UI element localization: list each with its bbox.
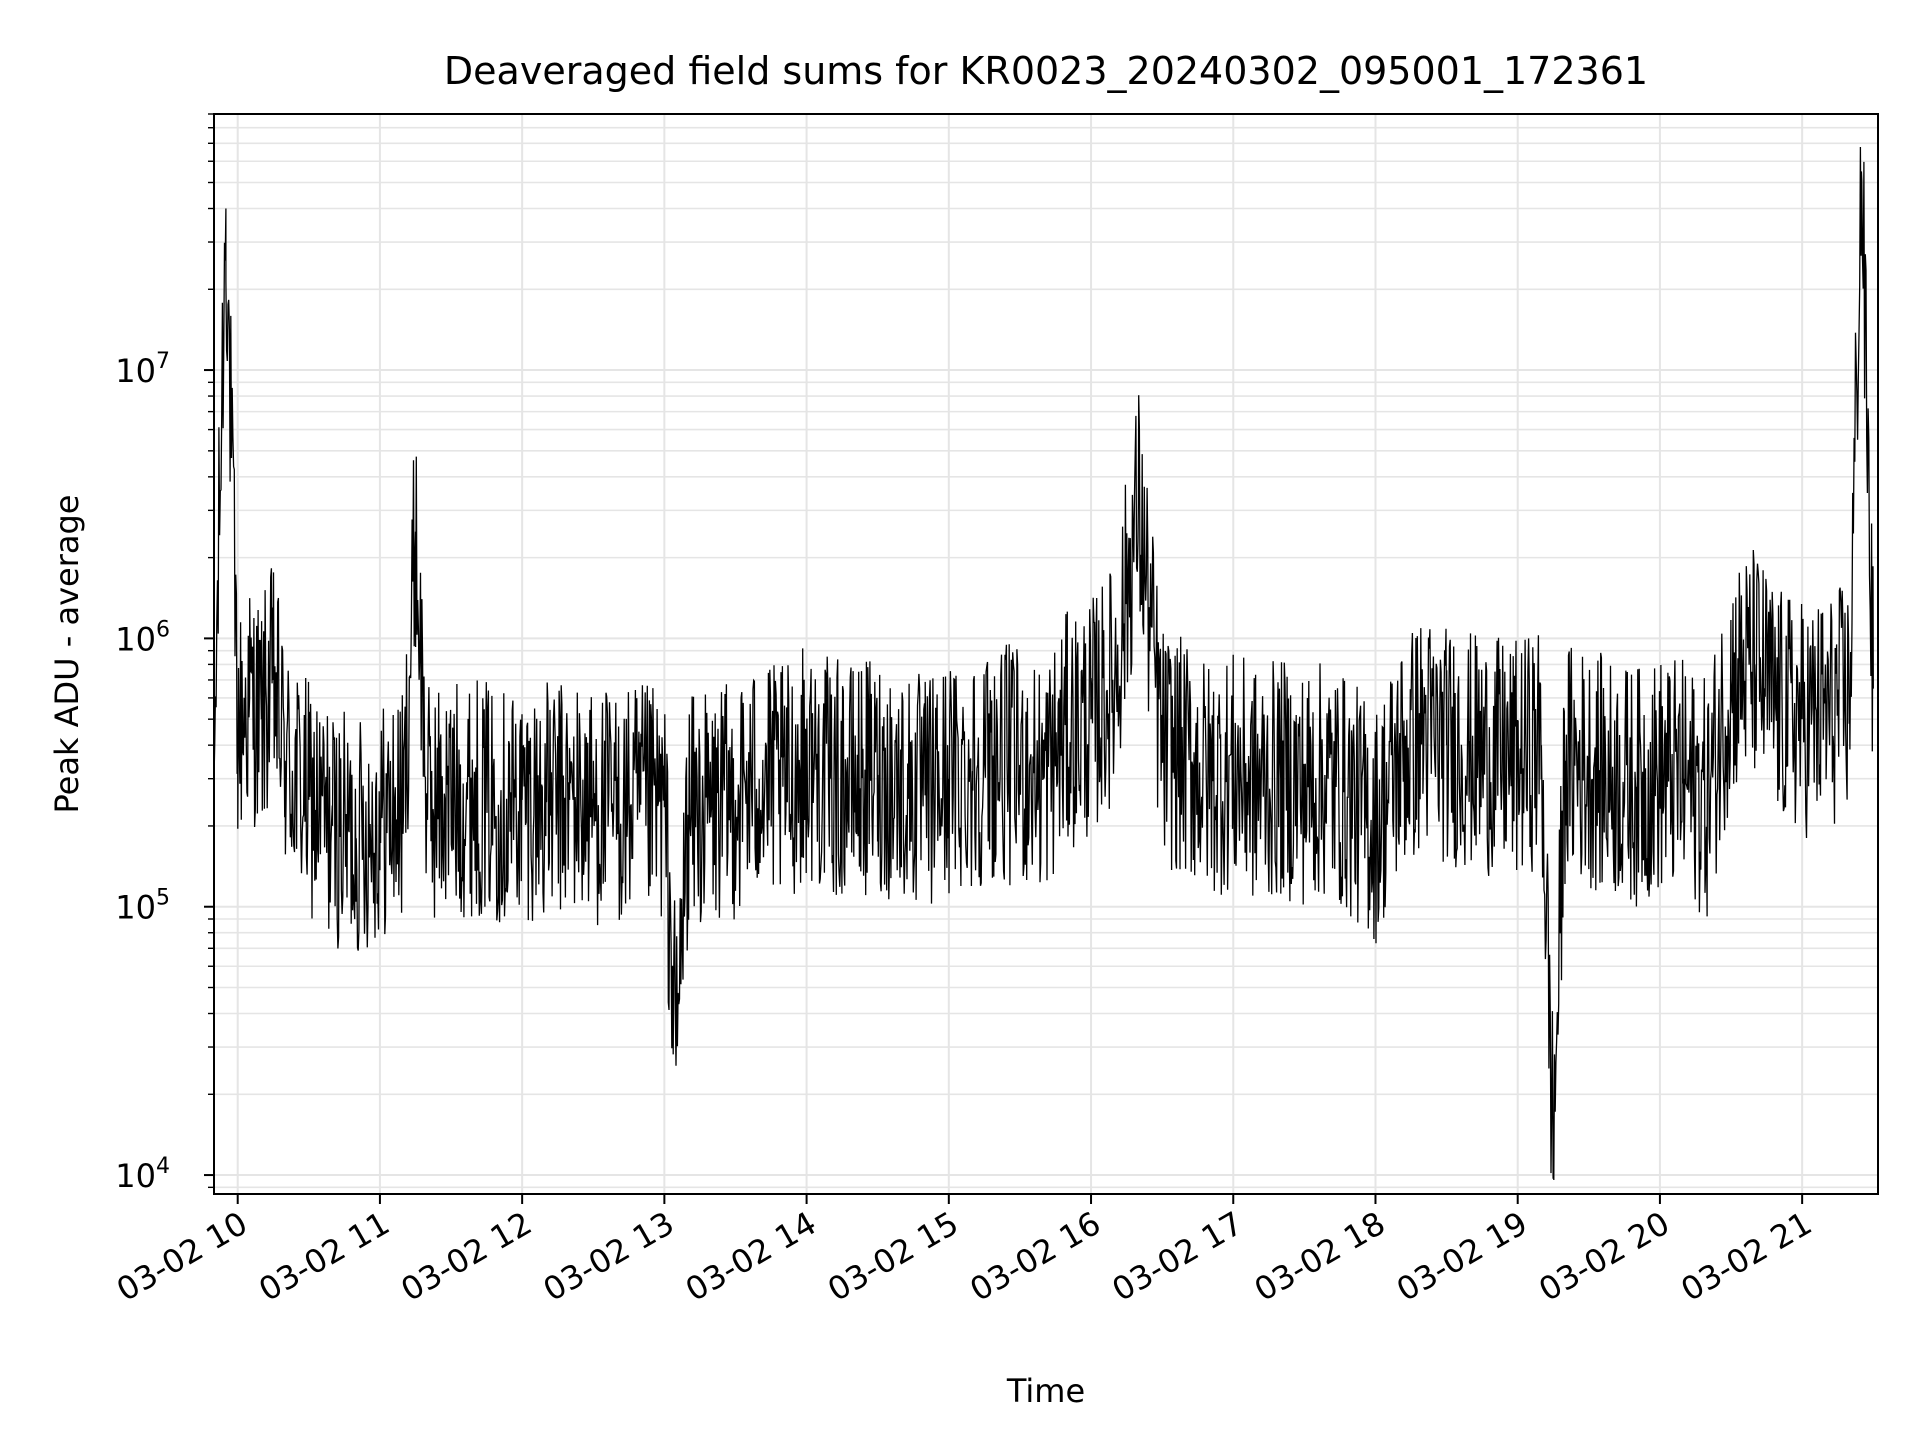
y-tick-label: 107 [115, 349, 170, 390]
y-tick-label: 104 [115, 1154, 170, 1195]
x-axis-label: Time [1006, 1372, 1085, 1410]
y-tick-label: 105 [115, 886, 170, 927]
y-tick-label: 106 [115, 617, 170, 658]
series-layer [213, 146, 1874, 1181]
series-line [213, 146, 1874, 1181]
y-axis-label: Peak ADU - average [48, 495, 86, 814]
plot-frame [213, 113, 1879, 1195]
chart-title: Deaveraged field sums for KR0023_2024030… [444, 49, 1648, 93]
grid [214, 113, 1878, 1194]
